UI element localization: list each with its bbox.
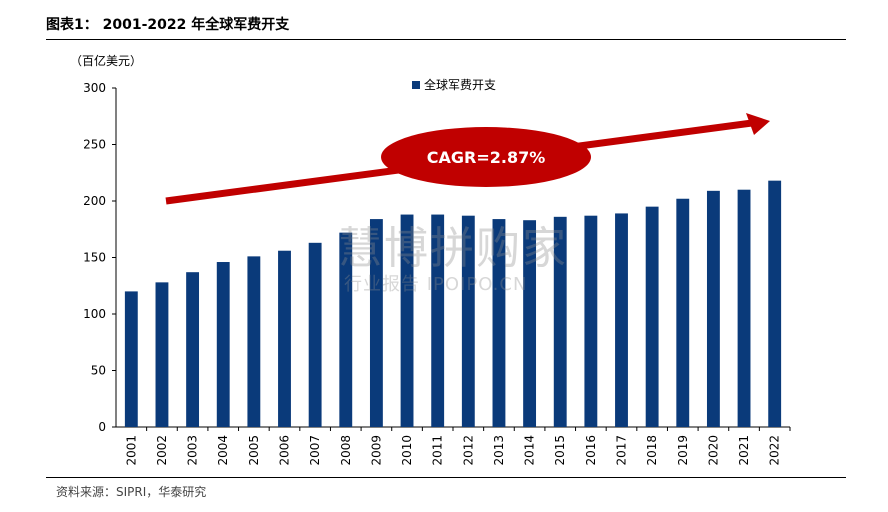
chart-title: 图表1： 2001-2022 年全球军费开支: [46, 17, 290, 33]
y-tick-label: 50: [91, 364, 106, 378]
watermark: 慧博拼购家: [338, 223, 568, 274]
x-tick-label: 2018: [645, 435, 659, 466]
bar-2006: [278, 250, 291, 427]
bar-2019: [676, 198, 690, 427]
x-tick-label: 2016: [584, 435, 598, 466]
cagr-label: CAGR=2.87%: [427, 148, 546, 167]
y-unit-label: （百亿美元）: [70, 54, 143, 68]
y-tick-label: 300: [83, 81, 106, 95]
legend: 全球军费开支: [412, 76, 496, 93]
x-tick-label: 2021: [737, 435, 751, 466]
x-tick-label: 2003: [186, 435, 200, 466]
x-tick-label: 2006: [278, 435, 292, 466]
x-tick-label: 2001: [124, 435, 138, 466]
x-tick-label: 2015: [553, 435, 567, 466]
bar-2003: [186, 272, 200, 427]
bar-2017: [615, 213, 628, 427]
y-tick-label: 100: [83, 307, 106, 321]
bar-2007: [308, 242, 322, 427]
bar-2020: [706, 190, 720, 427]
bar-2002: [155, 282, 169, 427]
x-tick-label: 2002: [155, 435, 169, 466]
bar-2004: [216, 262, 230, 427]
bar-2008: [339, 232, 353, 427]
x-tick-label: 2014: [523, 435, 537, 466]
legend-swatch: [412, 80, 420, 89]
bar-2001: [124, 291, 138, 427]
x-tick-label: 2019: [676, 435, 690, 466]
y-tick-label: 150: [83, 251, 106, 265]
x-tick-label: 2022: [768, 435, 782, 466]
watermark-sub: 行业报告 IPOIPO.CN: [344, 274, 528, 295]
y-tick-label: 200: [83, 194, 106, 208]
bar-2005: [247, 256, 261, 427]
bar-2011: [431, 214, 445, 427]
x-tick-label: 2020: [706, 435, 720, 466]
bar-2013: [492, 219, 506, 427]
x-tick-label: 2009: [369, 435, 383, 466]
bar-2012: [461, 215, 475, 427]
bar-2021: [737, 189, 751, 427]
bar-2016: [584, 215, 598, 427]
y-tick-label: 0: [98, 420, 106, 434]
x-tick-label: 2007: [308, 435, 322, 466]
x-tick-label: 2008: [339, 435, 353, 466]
bar-2022: [768, 180, 782, 427]
x-tick-label: 2005: [247, 435, 261, 466]
top-divider: [46, 39, 846, 40]
cagr-ellipse: [381, 127, 591, 187]
x-tick-label: 2012: [461, 435, 475, 466]
bar-2015: [553, 216, 567, 427]
x-tick-label: 2017: [615, 435, 629, 466]
cagr-arrowhead: [746, 113, 770, 135]
y-tick-label: 250: [83, 138, 106, 152]
x-tick-label: 2011: [431, 435, 445, 466]
bar-2010: [400, 214, 414, 427]
x-tick-label: 2010: [400, 435, 414, 466]
bar-2009: [369, 219, 383, 427]
source-note: 资料来源：SIPRI，华泰研究: [56, 485, 207, 499]
legend-label: 全球军费开支: [424, 78, 497, 92]
bar-2014: [523, 220, 537, 427]
x-tick-label: 2013: [492, 435, 506, 466]
bar-2018: [645, 206, 659, 427]
bottom-divider: [46, 477, 846, 478]
x-tick-label: 2004: [216, 435, 230, 466]
